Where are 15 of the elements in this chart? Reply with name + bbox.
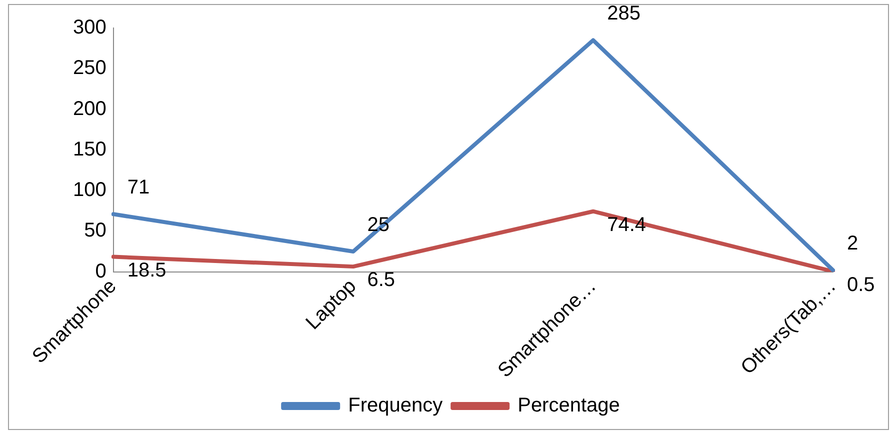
data-label: 18.5 [127,259,166,282]
y-tick-label: 50 [84,220,106,242]
data-label: 2 [847,232,858,255]
y-tick-label: 100 [72,179,106,202]
data-label: 285 [607,2,640,25]
legend-label: Frequency [348,394,443,417]
y-tick-label: 250 [72,57,106,80]
y-tick-label: 150 [72,138,106,160]
y-tick-label: 300 [72,16,106,39]
legend-label: Percentage [518,394,620,417]
data-label: 71 [127,176,150,199]
data-label: 0.5 [847,274,875,296]
y-tick-label: 0 [95,260,106,282]
data-label: 6.5 [367,269,396,292]
y-tick-label: 200 [72,98,106,120]
